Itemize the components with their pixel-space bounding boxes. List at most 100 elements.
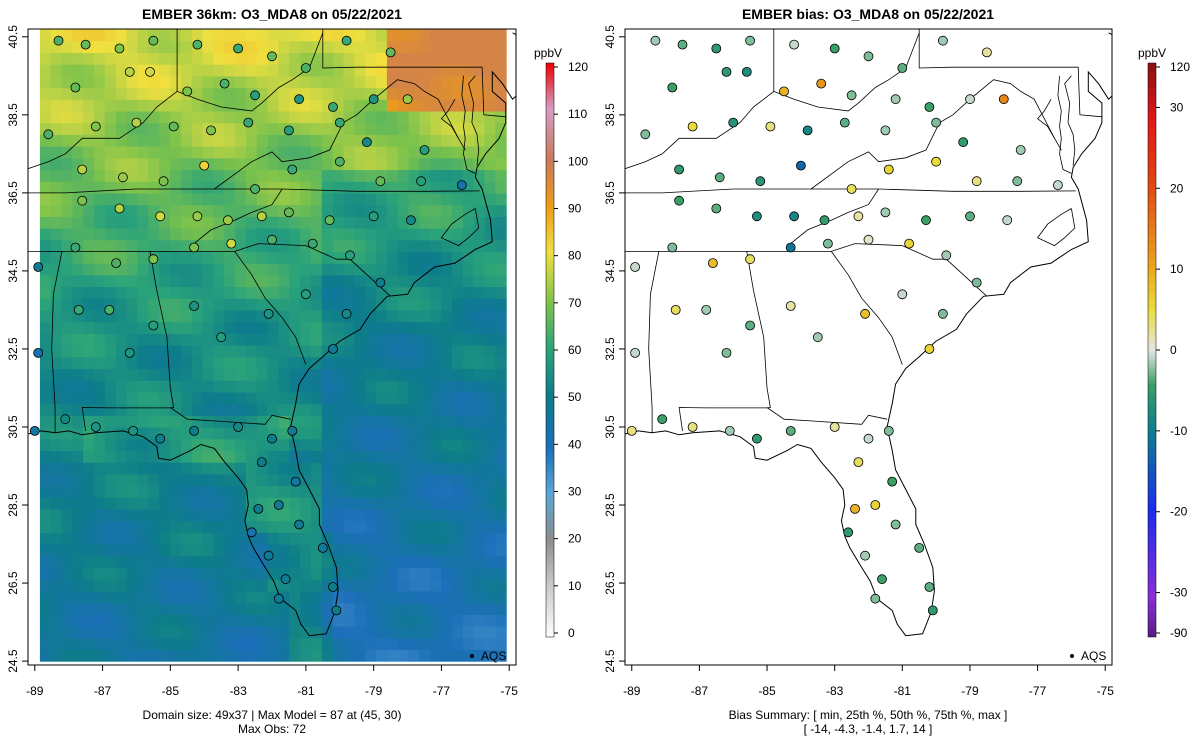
model-cell xyxy=(484,216,496,229)
model-cell xyxy=(191,462,204,475)
state-border xyxy=(648,251,660,433)
model-cell xyxy=(213,309,225,323)
model-cell xyxy=(202,614,214,627)
model-cell xyxy=(430,298,442,311)
model-cell xyxy=(451,544,464,557)
x-tick-label: -75 xyxy=(1097,684,1115,698)
model-cell xyxy=(83,579,95,592)
model-cell xyxy=(202,427,214,440)
model-cell xyxy=(245,169,258,182)
model-cell xyxy=(386,602,399,615)
model-cell xyxy=(148,298,160,311)
model-cell xyxy=(430,356,442,370)
model-cell xyxy=(104,333,117,346)
bias-marker xyxy=(1015,145,1026,155)
model-cell xyxy=(321,415,334,428)
model-cell xyxy=(39,29,52,42)
model-cell xyxy=(235,239,247,252)
model-cell xyxy=(115,614,128,627)
model-cell xyxy=(61,157,73,171)
model-cell xyxy=(441,134,453,147)
model-cell xyxy=(202,345,214,358)
model-cell xyxy=(419,169,431,182)
model-cell xyxy=(419,122,431,135)
bias-marker xyxy=(863,51,874,62)
model-cell xyxy=(224,298,236,311)
model-cell xyxy=(343,321,355,334)
model-cell xyxy=(484,29,496,30)
model-cell xyxy=(278,40,290,53)
model-cell xyxy=(343,52,355,65)
site-marker xyxy=(73,304,84,315)
model-cell xyxy=(343,403,355,416)
model-cell xyxy=(473,204,485,217)
model-cell xyxy=(256,64,269,77)
aqs-legend: AQS xyxy=(1070,649,1106,663)
model-cell xyxy=(104,157,117,171)
model-cell xyxy=(180,473,193,487)
model-cell xyxy=(202,567,214,580)
site-marker xyxy=(114,43,125,54)
model-cell xyxy=(311,309,323,323)
model-cell xyxy=(473,544,485,557)
model-cell xyxy=(462,263,475,276)
model-cell xyxy=(137,169,149,182)
model-cell xyxy=(462,415,475,428)
model-cell xyxy=(50,181,63,194)
model-cell xyxy=(235,508,247,522)
model-cell xyxy=(170,228,182,241)
model-cell xyxy=(321,286,334,299)
model-cell xyxy=(386,99,399,112)
model-cell xyxy=(104,544,117,557)
model-cell xyxy=(365,122,377,135)
model-cell xyxy=(267,122,279,135)
model-cell xyxy=(39,146,52,159)
model-cell xyxy=(50,637,63,650)
model-cell xyxy=(180,134,193,147)
model-cell xyxy=(343,614,355,627)
model-cell xyxy=(278,368,290,381)
model-cell xyxy=(72,368,84,381)
model-cell xyxy=(289,99,301,112)
model-cell xyxy=(354,356,366,370)
model-cell xyxy=(137,309,149,323)
model-cell xyxy=(191,122,204,135)
model-cell xyxy=(376,263,388,276)
model-cell xyxy=(441,286,453,299)
bias-marker xyxy=(941,250,952,261)
model-cell xyxy=(126,415,138,428)
model-cell xyxy=(365,40,377,53)
model-cell xyxy=(289,40,301,53)
model-cell xyxy=(115,626,128,639)
model-cell xyxy=(126,29,138,30)
model-cell xyxy=(39,391,52,405)
model-cell xyxy=(224,626,236,639)
model-cell xyxy=(419,590,431,604)
model-cell xyxy=(419,380,431,393)
model-cell xyxy=(72,87,84,100)
model-cell xyxy=(462,134,475,147)
model-cell xyxy=(451,146,464,159)
model-cell xyxy=(300,356,312,370)
model-cell xyxy=(311,544,323,557)
model-cell xyxy=(104,134,117,147)
model-cell xyxy=(180,64,193,77)
model-cell xyxy=(430,29,442,42)
model-cell xyxy=(180,298,193,311)
model-cell xyxy=(72,333,84,346)
model-cell xyxy=(408,614,420,627)
model-cell xyxy=(202,274,214,288)
model-cell xyxy=(376,99,388,112)
model-cell xyxy=(278,52,290,65)
model-cell xyxy=(61,462,73,475)
model-cell xyxy=(495,286,507,299)
model-cell xyxy=(213,29,225,42)
model-cell xyxy=(39,485,52,498)
model-cell xyxy=(159,368,171,381)
model-cell xyxy=(159,485,171,498)
model-cell xyxy=(300,462,312,475)
model-cell xyxy=(104,508,117,522)
model-cell xyxy=(386,649,399,662)
model-cell xyxy=(419,99,431,112)
model-cell xyxy=(343,286,355,299)
